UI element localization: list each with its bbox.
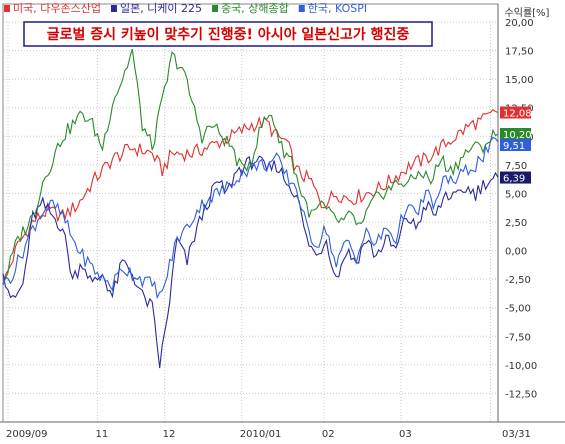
title-box <box>23 21 433 47</box>
x-tick-label: 2009/09 <box>6 429 48 440</box>
series-line <box>2 155 499 369</box>
end-value-badge <box>500 106 531 119</box>
end-value-label: 12,08 <box>503 109 532 120</box>
legend-swatch <box>212 5 219 12</box>
series-line <box>2 48 499 286</box>
legend-swatch <box>298 5 305 12</box>
legend: 미국, 다우존스산업 일본, 니케이 225 중국, 상해종합 한국, KOSPI <box>4 1 367 15</box>
end-value-label: 10,20 <box>503 130 532 141</box>
y-unit-label: 수익률[%] <box>505 7 550 19</box>
x-tick-label: 03 <box>399 429 412 440</box>
y-tick-label: -2,50 <box>505 275 531 286</box>
x-tick-label: 11 <box>96 429 109 440</box>
axes: 20,0017,5015,0012,5010,007,505,002,500,0… <box>0 3 565 440</box>
y-tick-label: 0,00 <box>505 247 527 258</box>
end-value-badges: 12,08 10,209,51 6,39 <box>500 106 532 185</box>
end-value-label: 6,39 <box>503 174 525 185</box>
y-tick-label: 17,50 <box>505 47 534 58</box>
legend-label: 중국, 상해종합 <box>221 1 289 15</box>
end-value-label: 9,51 <box>503 141 525 152</box>
y-tick-label: 2,50 <box>505 218 527 229</box>
legend-label: 한국, KOSPI <box>308 2 367 15</box>
y-tick-label: 20,00 <box>505 18 534 29</box>
legend-label: 미국, 다우존스산업 <box>13 2 101 15</box>
x-tick-label: 2010/01 <box>240 429 282 440</box>
y-tick-label: 7,50 <box>505 161 527 172</box>
end-value-badge <box>500 139 531 151</box>
legend-label: 일본, 니케이 225 <box>120 1 202 15</box>
end-value-badge <box>500 128 531 140</box>
y-tick-label: -5,00 <box>505 304 531 315</box>
y-tick-label: -12,50 <box>505 389 537 400</box>
y-tick-label: -7,50 <box>505 332 531 343</box>
x-tick-label: 12 <box>163 429 176 440</box>
y-tick-label: 15,00 <box>505 75 534 86</box>
x-tick-label: 03/31 <box>502 429 531 440</box>
series-lines <box>2 48 499 369</box>
grid-lines <box>3 21 498 422</box>
series-line <box>2 136 499 300</box>
legend-swatch <box>110 5 117 12</box>
series-line <box>2 108 499 286</box>
y-tick-label: -10,00 <box>505 361 537 372</box>
legend-swatch <box>4 5 10 12</box>
x-tick-label: 02 <box>322 429 335 440</box>
end-value-badge <box>500 171 531 184</box>
y-tick-label: 5,00 <box>505 189 527 200</box>
chart-title: 글로벌 증시 키높이 맞추기 진행중! 아시아 일본신고가 행진중 <box>47 26 410 43</box>
